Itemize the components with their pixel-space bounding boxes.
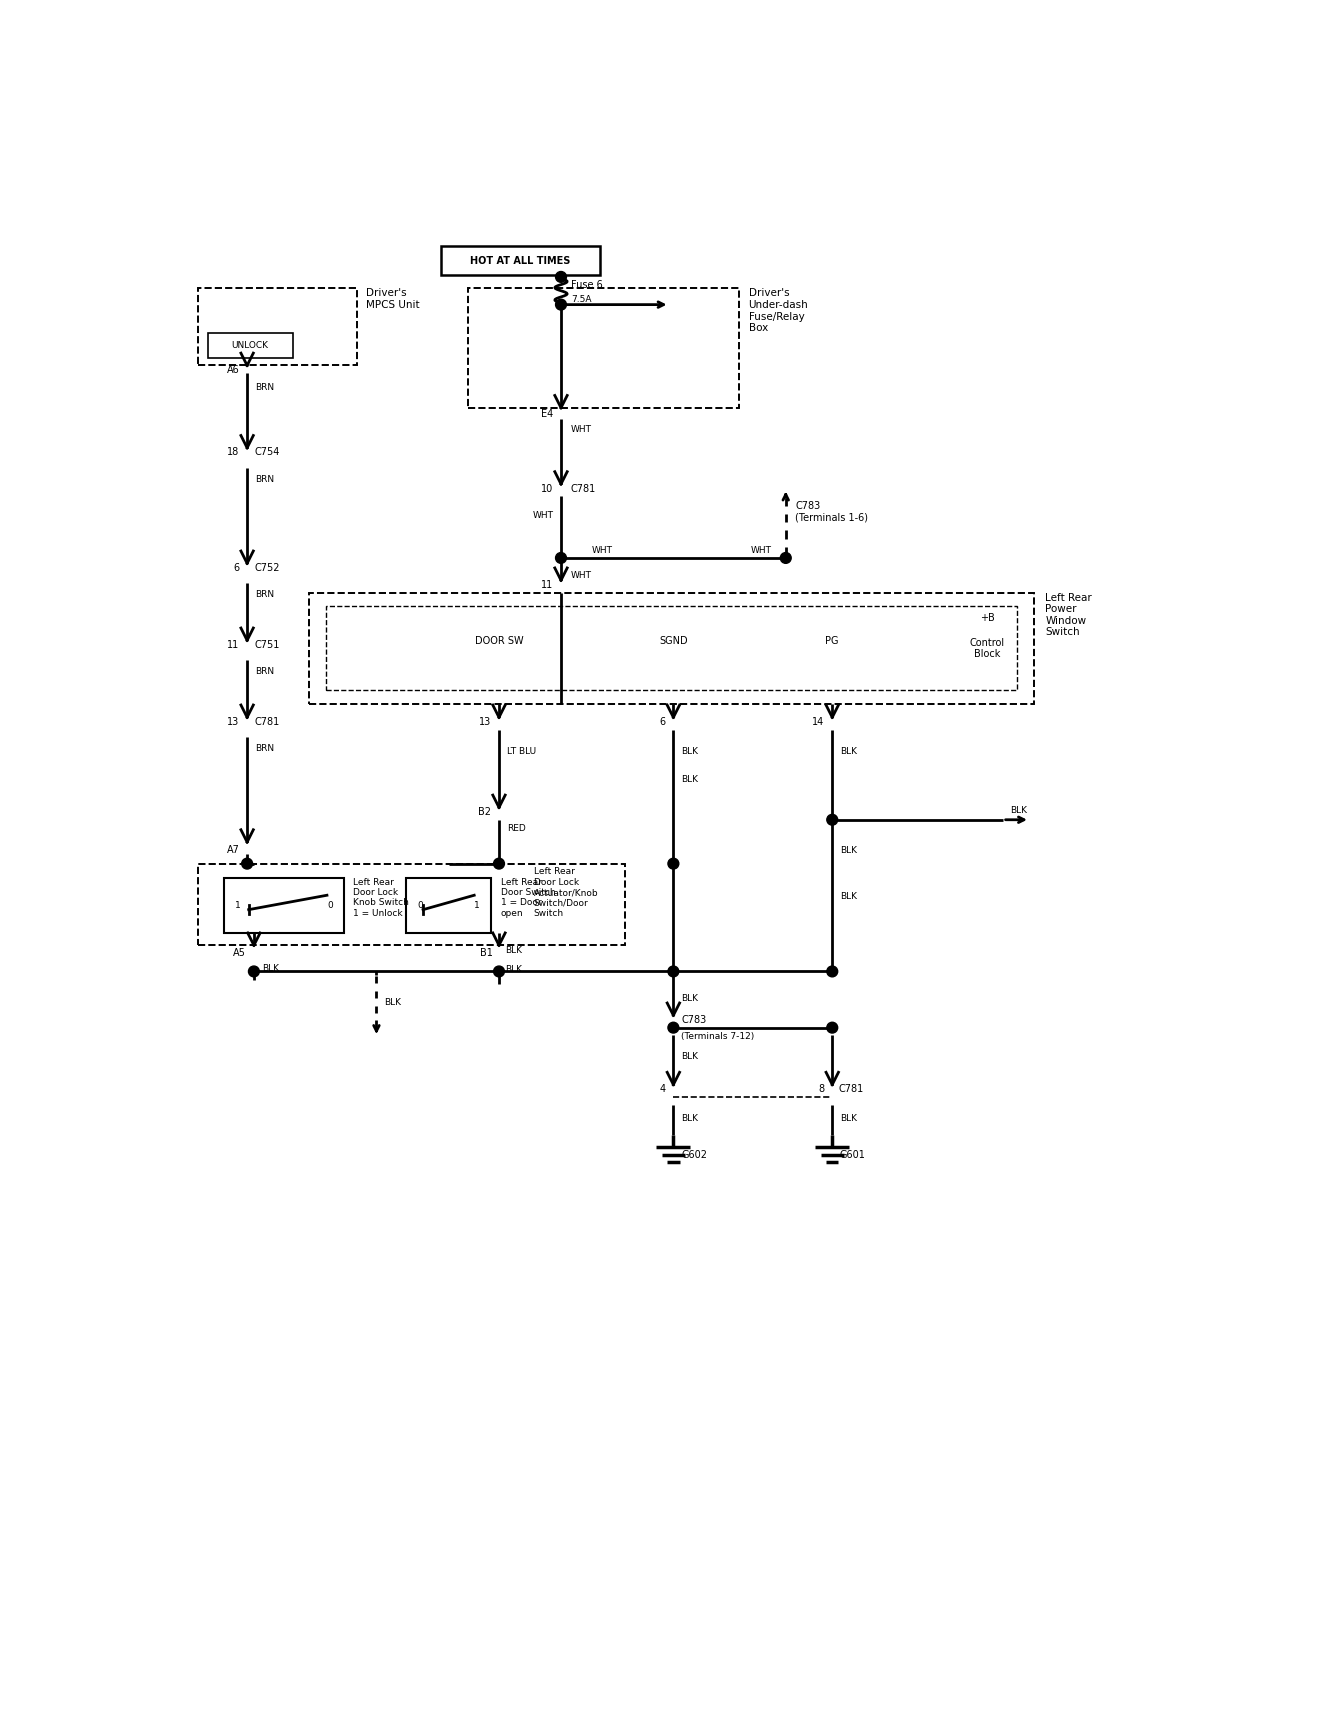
Text: SGND: SGND: [659, 637, 688, 647]
Circle shape: [493, 965, 504, 977]
Text: BLK: BLK: [385, 998, 402, 1007]
Text: BLK: BLK: [682, 1052, 697, 1062]
Text: BLK: BLK: [1010, 806, 1028, 815]
Text: Fuse 6: Fuse 6: [572, 280, 603, 289]
Bar: [224, 877, 343, 932]
Text: WHT: WHT: [570, 426, 591, 434]
Circle shape: [668, 1022, 679, 1033]
Bar: [468, 289, 740, 408]
Text: HOT AT ALL TIMES: HOT AT ALL TIMES: [471, 256, 570, 266]
Text: A7: A7: [227, 844, 240, 855]
Circle shape: [493, 858, 504, 868]
Text: WHT: WHT: [591, 545, 613, 555]
Text: 13: 13: [479, 716, 491, 727]
Text: BLK: BLK: [261, 964, 278, 972]
Text: 0: 0: [418, 901, 423, 910]
Text: 18: 18: [227, 448, 240, 457]
Text: A5: A5: [233, 948, 247, 958]
Text: 6: 6: [233, 562, 240, 573]
Circle shape: [827, 965, 838, 977]
Text: B2: B2: [479, 808, 491, 817]
Text: BLK: BLK: [682, 747, 697, 756]
Text: WHT: WHT: [570, 571, 591, 580]
Text: 0: 0: [328, 901, 333, 910]
Text: LT BLU: LT BLU: [507, 747, 536, 756]
Text: BLK: BLK: [505, 965, 522, 974]
Text: Left Rear
Door Lock
Actuator/Knob
Switch/Door
Switch: Left Rear Door Lock Actuator/Knob Switch…: [534, 867, 598, 919]
Text: Control
Block: Control Block: [969, 638, 1005, 659]
Text: BRN: BRN: [255, 590, 274, 599]
Text: Left Rear
Door Switch
1 = Door
open: Left Rear Door Switch 1 = Door open: [500, 877, 556, 917]
Circle shape: [556, 299, 566, 310]
Text: 4: 4: [659, 1085, 666, 1095]
Circle shape: [780, 552, 792, 564]
Text: 10: 10: [541, 484, 553, 493]
Text: Driver's
MPCS Unit: Driver's MPCS Unit: [366, 289, 420, 310]
Text: BLK: BLK: [839, 893, 857, 901]
Bar: [326, 607, 1017, 690]
Circle shape: [827, 815, 838, 825]
Text: 11: 11: [227, 640, 240, 650]
Text: Left Rear
Power
Window
Switch: Left Rear Power Window Switch: [1045, 593, 1093, 637]
Text: (Terminals 7-12): (Terminals 7-12): [682, 1033, 754, 1041]
Text: B1: B1: [480, 948, 493, 958]
Text: BRN: BRN: [255, 476, 274, 484]
Text: BLK: BLK: [839, 1114, 857, 1123]
Circle shape: [668, 965, 679, 977]
Text: G602: G602: [682, 1150, 707, 1159]
Bar: [199, 289, 357, 365]
Text: BLK: BLK: [682, 775, 697, 784]
Bar: [199, 863, 625, 945]
Bar: [406, 877, 491, 932]
Circle shape: [827, 1022, 838, 1033]
Circle shape: [241, 858, 252, 868]
Text: PG: PG: [826, 637, 839, 647]
Text: Left Rear
Door Lock
Knob Switch
1 = Unlock: Left Rear Door Lock Knob Switch 1 = Unlo…: [353, 877, 410, 917]
Text: WHT: WHT: [532, 510, 553, 521]
Text: 13: 13: [227, 716, 240, 727]
Text: BLK: BLK: [505, 946, 522, 955]
Text: UNLOCK: UNLOCK: [232, 341, 269, 349]
Text: 1: 1: [475, 901, 480, 910]
Text: 11: 11: [541, 580, 553, 590]
Text: A6: A6: [227, 365, 240, 375]
Text: BLK: BLK: [839, 846, 857, 855]
Circle shape: [668, 858, 679, 868]
Text: DOOR SW: DOOR SW: [475, 637, 524, 647]
Bar: [309, 593, 1034, 704]
Circle shape: [248, 965, 260, 977]
Text: 1: 1: [235, 901, 241, 910]
Text: C752: C752: [255, 562, 280, 573]
Text: BRN: BRN: [255, 382, 274, 391]
Bar: [440, 246, 599, 275]
Text: BLK: BLK: [682, 995, 697, 1003]
Text: 7.5A: 7.5A: [572, 294, 591, 304]
Bar: [208, 334, 293, 358]
Text: C754: C754: [255, 448, 280, 457]
Text: Driver's
Under-dash
Fuse/Relay
Box: Driver's Under-dash Fuse/Relay Box: [749, 289, 809, 334]
Text: BLK: BLK: [682, 1114, 697, 1123]
Text: C781: C781: [570, 484, 595, 493]
Circle shape: [556, 552, 566, 564]
Circle shape: [556, 272, 566, 282]
Text: RED: RED: [507, 825, 525, 834]
Text: +B: +B: [980, 612, 994, 623]
Text: C781: C781: [255, 716, 280, 727]
Text: G601: G601: [839, 1150, 866, 1159]
Text: C783
(Terminals 1-6): C783 (Terminals 1-6): [796, 502, 869, 522]
Text: C783: C783: [682, 1016, 707, 1024]
Text: BLK: BLK: [839, 747, 857, 756]
Text: 8: 8: [818, 1085, 825, 1095]
Text: WHT: WHT: [751, 545, 772, 555]
Text: BRN: BRN: [255, 668, 274, 676]
Text: E4: E4: [541, 408, 553, 419]
Text: 6: 6: [659, 716, 666, 727]
Text: 14: 14: [813, 716, 825, 727]
Text: C781: C781: [838, 1085, 863, 1095]
Text: BRN: BRN: [255, 744, 274, 753]
Text: C751: C751: [255, 640, 280, 650]
